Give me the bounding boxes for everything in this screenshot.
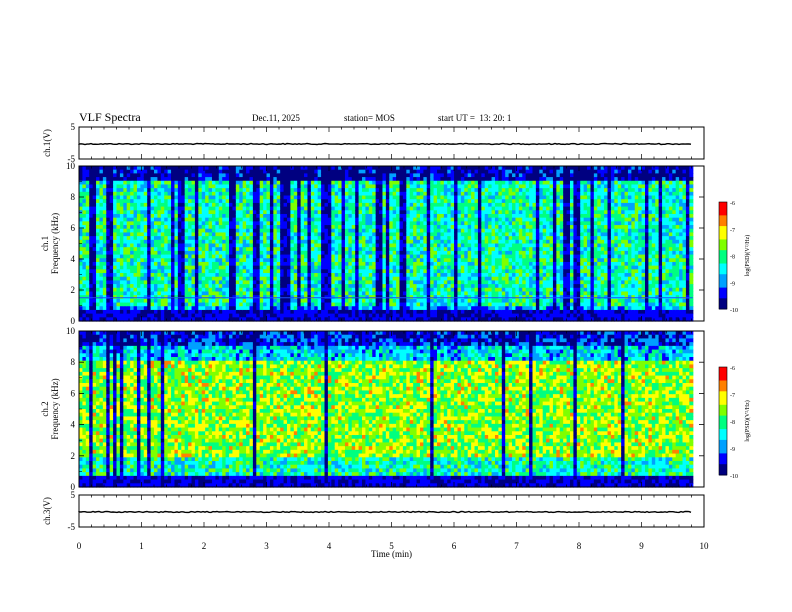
- start-ut-label: start UT =: [438, 113, 475, 123]
- x-tick-label: 5: [389, 541, 394, 551]
- ch2-spectrogram-cb-label: log(PSD)(V²/Hz): [744, 400, 751, 441]
- ch2-spectrogram-cb-tick: -9: [730, 447, 735, 453]
- ch1-spectrogram-ytick-label: 6: [71, 223, 76, 233]
- ch1-voltage-ylabel: ch.1(V): [42, 129, 52, 157]
- ch3-voltage-trace: [78, 510, 692, 514]
- ch1-spectrogram-ytick-label: 0: [71, 316, 76, 326]
- x-tick-label: 6: [452, 541, 457, 551]
- x-tick-label: 0: [77, 541, 82, 551]
- ch2-spectrogram-cb-tick: -8: [730, 420, 735, 426]
- spectrogram-layer: [78, 142, 728, 514]
- ch1-spectrogram-ytick-label: 8: [71, 192, 76, 202]
- ch1-spectrogram-cb-label: log(PSD)(V²/Hz): [744, 235, 751, 276]
- start-ut-value: 13: 20: 1: [479, 113, 512, 123]
- ch3-voltage-ytick-label: 5: [71, 490, 76, 500]
- x-tick-label: 1: [139, 541, 144, 551]
- x-tick-label: 2: [202, 541, 207, 551]
- chart-date: Dec.11, 2025: [252, 113, 300, 123]
- ch2-spectrogram-ytick-label: 2: [71, 451, 76, 461]
- ch2-spectrogram-cells: [79, 331, 694, 488]
- x-tick-label: 9: [639, 541, 644, 551]
- ch1-voltage-trace: [78, 142, 692, 146]
- ch1-spectrogram-ylabel2: Frequency (kHz): [50, 213, 60, 274]
- x-tick-label: 3: [264, 541, 269, 551]
- ch2-spectrogram-colorbar-frame: [718, 366, 728, 476]
- ch2-spectrogram-ylabel2: Frequency (kHz): [50, 378, 60, 439]
- x-tick-label: 7: [514, 541, 519, 551]
- ch2-spectrogram-ytick-label: 6: [71, 388, 76, 398]
- ch1-spectrogram-ytick-label: 10: [66, 161, 76, 171]
- ch1-spectrogram-cb-tick: -8: [730, 255, 735, 261]
- station-label: station= MOS: [344, 113, 395, 123]
- ch2-spectrogram-cb-tick: -7: [730, 393, 735, 399]
- x-tick-label: 10: [700, 541, 710, 551]
- ch1-spectrogram-cells: [79, 166, 694, 322]
- start-time: start UT = 13: 20: 1: [438, 113, 511, 123]
- ch2-spectrogram-colorbar: [718, 366, 728, 476]
- ch1-voltage-line: [78, 142, 692, 146]
- ch1-spectrogram-ytick-label: 4: [71, 254, 76, 264]
- ch2-spectrogram-ytick-label: 4: [71, 420, 76, 430]
- ch3-voltage-ylabel: ch.3(V): [42, 497, 52, 525]
- ch2-spectrogram-ytick-label: 8: [71, 357, 76, 367]
- x-tick-label: 4: [327, 541, 332, 551]
- ch2-spectrogram-cb-tick: -10: [730, 474, 738, 480]
- ch1-voltage-ytick-label: 5: [71, 122, 76, 132]
- ch1-spectrogram-cb-tick: -6: [730, 201, 735, 207]
- ch2-spectrogram-ylabel1: ch.2: [40, 401, 50, 416]
- ch1-spectrogram-colorbar-frame: [718, 201, 728, 310]
- x-tick-label: 8: [577, 541, 582, 551]
- ch1-voltage-ytick-label: -5: [68, 154, 76, 164]
- ch3-voltage-ytick-label: -5: [68, 522, 76, 532]
- ch2-spectrogram-ytick-label: 10: [66, 326, 76, 336]
- axes-layer: [78, 126, 705, 528]
- label-layer: ch.1(V) 5 -5 -6 -7 -8 -9 -10 log(PSD)(V²/Hz) ch.1…: [40, 122, 751, 559]
- ch1-spectrogram-cb-tick: -10: [730, 308, 738, 314]
- chart-title: VLF Spectra: [79, 110, 141, 124]
- ch3-voltage-line: [78, 510, 692, 514]
- ch2-spectrogram-ytick-label: 0: [71, 482, 76, 492]
- ch1-spectrogram-cb-tick: -7: [730, 228, 735, 234]
- x-axis-label: Time (min): [371, 549, 412, 559]
- ch1-spectrogram-ytick-label: 2: [71, 285, 76, 295]
- ch1-spectrogram-cb-tick: -9: [730, 281, 735, 287]
- ch2-spectrogram-cb-tick: -6: [730, 366, 735, 372]
- ch1-spectrogram-ylabel1: ch.1: [40, 236, 50, 251]
- ch1-spectrogram-colorbar: [718, 201, 728, 310]
